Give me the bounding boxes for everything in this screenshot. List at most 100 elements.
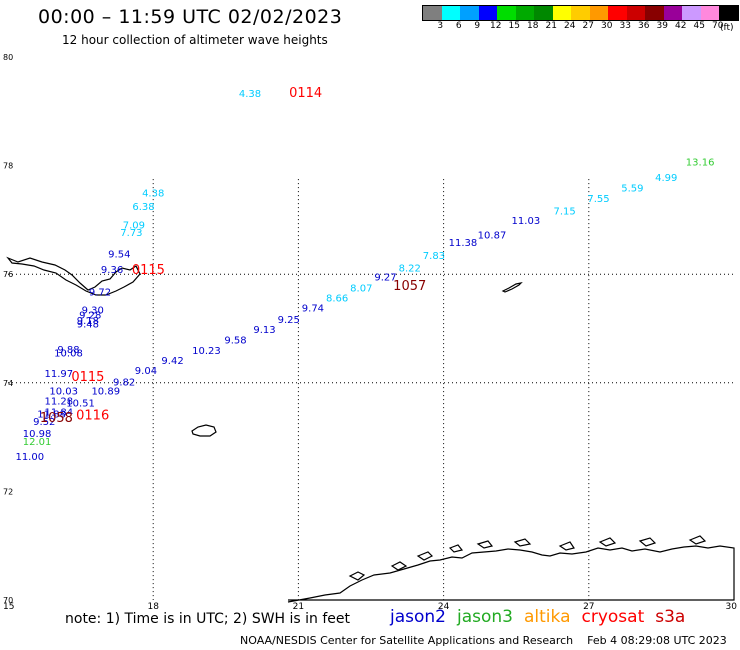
wave-height-value: 4.38: [239, 89, 261, 100]
color-scale-label: 21: [545, 21, 557, 31]
wave-height-value: 9.27: [374, 273, 396, 284]
wave-height-value: 9.25: [278, 315, 300, 326]
norway-islands: [348, 535, 707, 581]
color-scale-unit: (ft): [720, 23, 734, 33]
wave-height-value: 13.16: [686, 158, 715, 169]
color-scale-label: 12: [490, 21, 502, 31]
color-swatch: [423, 6, 442, 20]
svalbard-coastline: [6, 256, 141, 296]
wave-height-value: 11.38: [449, 238, 478, 249]
footnote: note: 1) Time is in UTC; 2) SWH is in fe…: [65, 611, 351, 627]
lon-tick-label: 24: [438, 602, 450, 612]
color-swatch: [608, 6, 627, 20]
color-scale-legend: 3 6 9 12 15 18 21 24 27 30 33 36 39 42 45 70 (ft): [422, 5, 739, 33]
credit-footer: NOAA/NESDIS Center for Satellite Applica…: [240, 634, 727, 647]
color-scale-label: 18: [527, 21, 539, 31]
color-scale-swatches: [422, 5, 739, 21]
color-swatch: [534, 6, 553, 20]
color-swatch: [682, 6, 701, 20]
generated-timestamp: Feb 4 08:29:08 UTC 2023: [587, 634, 727, 647]
lat-tick-label: 72: [3, 487, 13, 496]
color-swatch: [663, 6, 682, 20]
wave-height-value: 8.66: [326, 293, 348, 304]
wave-height-value: 9.48: [77, 319, 99, 330]
color-swatch: [552, 6, 571, 20]
wave-height-value: 11.84: [44, 407, 73, 418]
pass-time-label: 0115: [71, 370, 104, 385]
map-grid: [8, 179, 734, 600]
lat-tick-label: 80: [3, 53, 13, 62]
wave-height-value: 9.36: [101, 265, 123, 276]
wave-height-value: 7.83: [423, 251, 445, 262]
wave-height-value: 11.88: [37, 410, 66, 421]
color-scale-label: 9: [474, 21, 481, 31]
wave-height-value: 7.55: [587, 194, 609, 205]
color-swatch: [589, 6, 608, 20]
lat-tick-label: 78: [3, 162, 13, 171]
hope-island-coastline: [501, 282, 523, 293]
color-swatch: [460, 6, 479, 20]
wave-height-value: 10.03: [49, 387, 78, 398]
satellite-jason3: jason3: [457, 607, 513, 627]
norway-coastline: [287, 545, 735, 603]
wave-height-value: 10.23: [192, 346, 221, 357]
wave-height-value: 12.01: [23, 437, 52, 448]
wave-height-value: 7.15: [553, 206, 575, 217]
lon-tick-label: 21: [293, 602, 304, 612]
color-scale-label: 27: [582, 21, 594, 31]
bear-island-coastline: [191, 424, 217, 437]
wave-height-value: 9.54: [108, 249, 130, 260]
wave-height-value: 9.30: [82, 305, 104, 316]
color-swatch: [571, 6, 590, 20]
wave-height-value: 11.97: [44, 369, 73, 380]
page-subtitle: 12 hour collection of altimeter wave hei…: [62, 33, 328, 47]
wave-height-value: 9.13: [253, 325, 275, 336]
wave-height-value: 8.07: [350, 284, 372, 295]
wave-height-value: 11.28: [44, 397, 73, 408]
wave-observations: 4.38 4.38 6.38 7.097.73 9.54 9.36 9.72 9.309.28…: [15, 89, 714, 463]
lat-tick-label: 76: [3, 270, 13, 279]
color-scale-label: 39: [656, 21, 668, 31]
wave-height-value: 11.03: [512, 216, 541, 227]
credit-text: NOAA/NESDIS Center for Satellite Applica…: [240, 634, 574, 647]
satellite-jason2: jason2: [390, 607, 446, 627]
wave-height-value: 9.04: [135, 366, 157, 377]
color-scale-label: 24: [564, 21, 576, 31]
lon-tick-label: 15: [3, 602, 14, 612]
color-scale-label: 45: [693, 21, 705, 31]
wave-height-value: 9.28: [79, 311, 101, 322]
wave-height-value: 6.38: [132, 202, 154, 213]
wave-height-value: 7.73: [120, 228, 142, 239]
lat-tick-label: 74: [3, 379, 13, 388]
wave-height-value: 8.22: [399, 263, 421, 274]
lat-tick-label: 70: [3, 596, 13, 605]
color-scale-label: 15: [508, 21, 520, 31]
satellite-altika: altika: [524, 607, 571, 627]
color-swatch: [719, 6, 738, 20]
satellite-legend: jason2 jason3 altika cryosat s3a: [390, 607, 696, 627]
lon-tick-label: 18: [147, 602, 159, 612]
wave-height-value: 10.51: [66, 399, 95, 410]
pass-time-label: 1058: [40, 411, 73, 426]
lon-tick-label: 27: [583, 602, 594, 612]
wave-height-value: 10.08: [54, 349, 83, 360]
wave-height-value: 9.42: [161, 356, 183, 367]
wave-height-value: 9.58: [224, 336, 246, 347]
wave-height-value: 11.00: [15, 452, 44, 463]
satellite-s3a: s3a: [655, 607, 686, 627]
coastline: [6, 256, 735, 603]
page-title: 00:00 – 11:59 UTC 02/02/2023: [38, 6, 343, 28]
pass-time-label: 0116: [76, 409, 109, 424]
wave-height-value: 7.09: [123, 221, 145, 232]
color-scale-label: 42: [675, 21, 687, 31]
color-scale-label: 33: [619, 21, 631, 31]
pass-time-label: 0115: [132, 263, 165, 278]
map-axes: 15 18 21 24 27 30 80 78 76 74 72 70: [3, 53, 737, 612]
color-swatch: [497, 6, 516, 20]
color-scale-labels: 3 6 9 12 15 18 21 24 27 30 33 36 39 42 45 70: [422, 21, 739, 31]
color-swatch: [478, 6, 497, 20]
wave-height-value: 9.72: [89, 287, 111, 298]
pass-time-label: 1057: [393, 279, 426, 294]
wave-height-value: 9.74: [302, 304, 324, 315]
